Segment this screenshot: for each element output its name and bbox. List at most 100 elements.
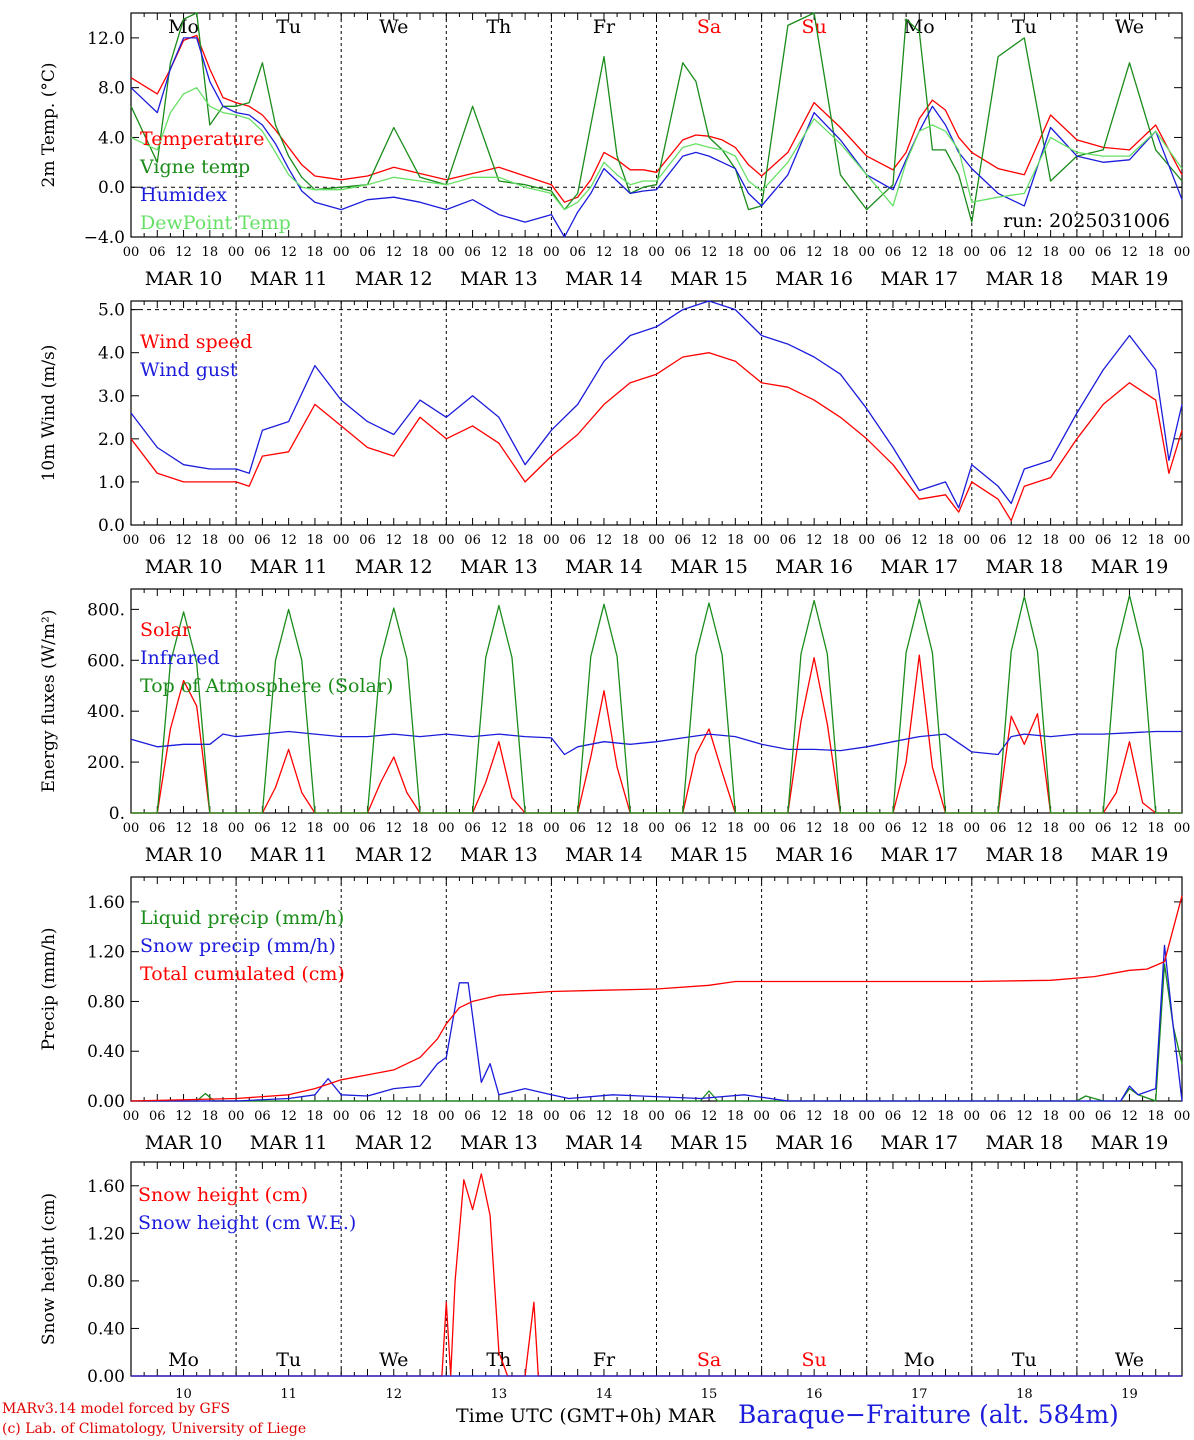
date-label: MAR 11	[250, 556, 328, 578]
x-tick-label: 00	[228, 533, 245, 548]
x-tick-label: 18	[622, 245, 639, 260]
y-tick-label: 1.20	[87, 1224, 125, 1244]
x-tick-label: 00	[964, 245, 981, 260]
date-label: MAR 17	[880, 268, 958, 290]
x-tick-label: 06	[780, 1109, 797, 1124]
x-tick-label: 06	[675, 821, 692, 836]
legend-entry: Infrared	[140, 647, 220, 669]
legend-entry: Top of Atmosphere (Solar)	[140, 675, 393, 697]
x-tick-label: 00	[858, 245, 875, 260]
x-tick-label: 00	[858, 533, 875, 548]
x-tick-label: 06	[149, 533, 166, 548]
weekday-label: Mo	[904, 16, 935, 38]
date-label: MAR 19	[1091, 844, 1169, 866]
y-tick-label: 4.0	[98, 128, 125, 148]
y-tick-label: 0.0	[98, 178, 125, 198]
date-label: MAR 12	[355, 844, 433, 866]
x-tick-label: 06	[359, 533, 376, 548]
x-tick-label: 12	[280, 533, 297, 548]
x-tick-label: 18	[1147, 1109, 1164, 1124]
plot-frame	[130, 12, 1183, 238]
legend-entry: Temperature	[140, 128, 264, 150]
x-tick-label: 06	[990, 821, 1007, 836]
x-tick-label: 06	[885, 533, 902, 548]
x-tick-label: 06	[1095, 1109, 1112, 1124]
y-tick-label: 8.0	[98, 79, 125, 99]
x-tick-label: 00	[753, 821, 770, 836]
series-line-top-of-atmosphere-solar	[131, 594, 1182, 814]
x-tick-label: 00	[123, 821, 140, 836]
x-tick-label: 00	[964, 1109, 981, 1124]
x-tick-label: 00	[543, 245, 560, 260]
x-tick-label: 12	[911, 1109, 928, 1124]
x-tick-label: 12	[1016, 821, 1033, 836]
x-tick-label: 12	[596, 533, 613, 548]
x-tick-label: 06	[359, 245, 376, 260]
y-tick-label: 400.	[87, 702, 125, 722]
y-tick-label: 3.0	[98, 387, 125, 407]
x-tick-label: 18	[937, 533, 954, 548]
date-label: MAR 19	[1091, 268, 1169, 290]
x-tick-label: 18	[1147, 821, 1164, 836]
date-label: MAR 16	[775, 268, 853, 290]
y-tick-label: 0.80	[87, 992, 125, 1012]
x-tick-label: 00	[438, 1109, 455, 1124]
day-number-label: 16	[806, 1387, 823, 1402]
x-tick-label: 00	[1069, 533, 1086, 548]
x-tick-label: 00	[123, 1109, 140, 1124]
model-credit: MARv3.14 model forced by GFS	[2, 1401, 231, 1417]
x-tick-label: 12	[806, 821, 823, 836]
plot-frame	[130, 588, 1183, 814]
legend-entry: Humidex	[140, 184, 227, 206]
x-tick-label: 12	[175, 245, 192, 260]
weekday-label: We	[1115, 16, 1144, 38]
y-axis-label: Precip (mm/h)	[39, 927, 59, 1050]
x-tick-label: 18	[1042, 1109, 1059, 1124]
weekday-label: Su	[802, 1349, 827, 1371]
x-tick-label: 06	[885, 245, 902, 260]
legend-entry: Liquid precip (mm/h)	[140, 907, 344, 929]
weekday-label: Sa	[697, 16, 721, 38]
x-tick-label: 06	[780, 821, 797, 836]
panel-5: 0.00 0.40 0.80 1.20 1.60 Snow height (cm) Mo Tu…	[39, 1161, 1183, 1387]
date-label: MAR 18	[985, 268, 1063, 290]
day-number-label: 17	[911, 1387, 928, 1402]
x-tick-label: 00	[648, 533, 665, 548]
x-tick-label: 18	[1042, 533, 1059, 548]
day-number-label: 12	[385, 1387, 402, 1402]
x-tick-label: 06	[885, 1109, 902, 1124]
series-line-wind-gust	[130, 300, 1183, 509]
date-label: MAR 12	[355, 268, 433, 290]
legend-entry: Vigne temp	[139, 156, 250, 178]
date-label: MAR 17	[880, 844, 958, 866]
legend-entry: DewPoint Temp	[140, 212, 291, 234]
date-label: MAR 16	[775, 556, 853, 578]
x-tick-label: 18	[622, 821, 639, 836]
x-tick-label: 18	[412, 821, 429, 836]
run-annotation: run: 2025031006	[1003, 210, 1170, 232]
y-tick-label: 1.60	[87, 893, 125, 913]
x-tick-label: 18	[202, 821, 219, 836]
date-label: MAR 15	[670, 844, 748, 866]
x-tick-label: 18	[517, 1109, 534, 1124]
x-tick-label: 06	[675, 1109, 692, 1124]
x-tick-label: 06	[1095, 821, 1112, 836]
date-label: MAR 11	[250, 268, 328, 290]
x-tick-label: 12	[175, 1109, 192, 1124]
y-axis-label: 10m Wind (m/s)	[39, 345, 59, 482]
day-number-label: 18	[1016, 1387, 1033, 1402]
weekday-label: Th	[486, 16, 511, 38]
x-tick-label: 18	[937, 821, 954, 836]
date-label: MAR 19	[1091, 556, 1169, 578]
x-tick-label: 18	[622, 533, 639, 548]
x-tick-label: 00	[648, 821, 665, 836]
date-label: MAR 15	[670, 268, 748, 290]
date-label: MAR 17	[880, 556, 958, 578]
x-tick-label: 06	[464, 821, 481, 836]
weekday-label: Tu	[1012, 1349, 1037, 1371]
x-tick-label: 00	[228, 821, 245, 836]
weekday-label: Fr	[593, 16, 616, 38]
x-tick-label: 12	[491, 245, 508, 260]
date-label: MAR 18	[985, 556, 1063, 578]
